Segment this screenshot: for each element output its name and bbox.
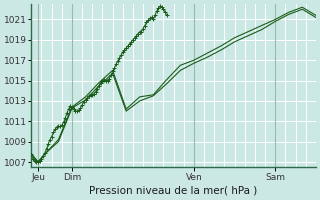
X-axis label: Pression niveau de la mer( hPa ): Pression niveau de la mer( hPa ): [90, 186, 258, 196]
